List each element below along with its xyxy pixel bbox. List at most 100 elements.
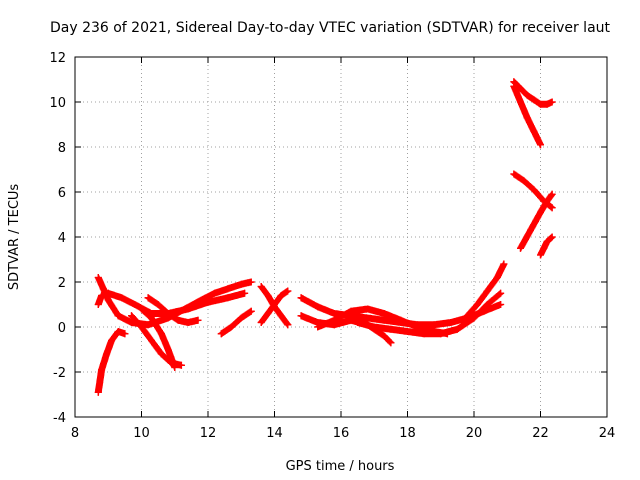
data-point [171, 364, 179, 371]
data-point [497, 301, 505, 308]
data-point [543, 238, 551, 245]
y-tick-label: 0 [58, 321, 66, 336]
series-track-18 [517, 190, 556, 252]
data-point [138, 305, 145, 313]
data-point [164, 310, 172, 317]
data-point [447, 319, 455, 326]
x-tick-label: 20 [466, 426, 483, 441]
data-point [453, 325, 461, 333]
y-tick-label: 2 [58, 276, 66, 291]
series-track-9 [257, 287, 292, 326]
data-point [520, 177, 528, 185]
data-point [98, 292, 106, 299]
x-tick-label: 16 [333, 426, 350, 441]
series-marks [217, 307, 255, 338]
data-point [483, 301, 491, 308]
data-point [347, 307, 355, 315]
data-point [94, 388, 102, 396]
data-point [204, 298, 212, 306]
data-point [144, 321, 152, 329]
data-point [98, 366, 106, 374]
data-point [437, 330, 445, 338]
data-point [493, 274, 501, 281]
series-track-15 [510, 78, 556, 108]
data-point [370, 323, 378, 331]
data-point [330, 316, 338, 324]
data-point [537, 100, 544, 108]
data-point [297, 294, 305, 302]
data-point [380, 310, 388, 317]
data-point [523, 114, 531, 122]
data-point [537, 251, 544, 259]
data-point [530, 96, 538, 104]
data-point [128, 312, 135, 320]
data-point [404, 328, 411, 335]
y-axis-label: SDTVAR / TECUs [7, 184, 22, 291]
data-point [103, 350, 111, 358]
data-point [264, 310, 272, 317]
series-track-14 [463, 260, 508, 320]
data-point [138, 323, 145, 331]
data-point [500, 260, 508, 268]
data-point [517, 98, 524, 106]
data-point [510, 82, 518, 90]
data-point [364, 305, 372, 313]
data-point [237, 280, 245, 288]
data-point [277, 312, 285, 320]
data-point [540, 244, 548, 252]
y-tick-label: 4 [58, 231, 66, 246]
data-point [121, 330, 129, 338]
data-point [257, 319, 265, 326]
data-points [94, 78, 556, 396]
data-point [527, 226, 534, 234]
data-point [99, 285, 107, 293]
data-point [548, 204, 556, 212]
series-track-13 [354, 289, 505, 338]
data-point [227, 323, 235, 331]
data-point [314, 303, 322, 311]
data-point [174, 316, 182, 324]
data-point [497, 289, 505, 297]
data-point [144, 294, 152, 302]
data-point [473, 301, 481, 308]
data-point [364, 314, 372, 322]
data-point [114, 312, 122, 320]
y-tick-label: 10 [49, 96, 66, 111]
data-point [148, 314, 155, 322]
data-point [347, 316, 355, 324]
series-track-5 [138, 305, 179, 371]
series-track-6 [144, 294, 202, 326]
data-point [380, 332, 388, 340]
y-tick-label: -4 [53, 411, 66, 426]
data-point [148, 337, 155, 344]
data-point [523, 91, 531, 99]
data-point [241, 289, 249, 297]
series-track-3 [94, 328, 129, 396]
y-tick-label: 8 [58, 141, 66, 156]
data-point [247, 278, 255, 286]
data-point [354, 319, 362, 326]
data-point [154, 301, 162, 308]
data-point [108, 337, 116, 344]
data-point [157, 330, 165, 338]
x-tick-label: 14 [266, 426, 283, 441]
data-point [257, 283, 265, 290]
series-track-16 [510, 82, 544, 149]
data-point [94, 301, 102, 308]
x-tick-label: 10 [133, 426, 150, 441]
data-point [330, 310, 338, 317]
data-point [211, 289, 219, 297]
x-tick-label: 12 [200, 426, 217, 441]
data-point [420, 330, 428, 338]
data-point [543, 197, 551, 205]
data-point [224, 294, 232, 302]
data-point [131, 301, 139, 308]
x-tick-label: 22 [532, 426, 549, 441]
data-point [470, 314, 478, 322]
data-point [414, 323, 421, 331]
data-point [537, 208, 544, 216]
data-point [277, 292, 285, 299]
data-point [237, 314, 245, 322]
data-point [104, 289, 112, 297]
